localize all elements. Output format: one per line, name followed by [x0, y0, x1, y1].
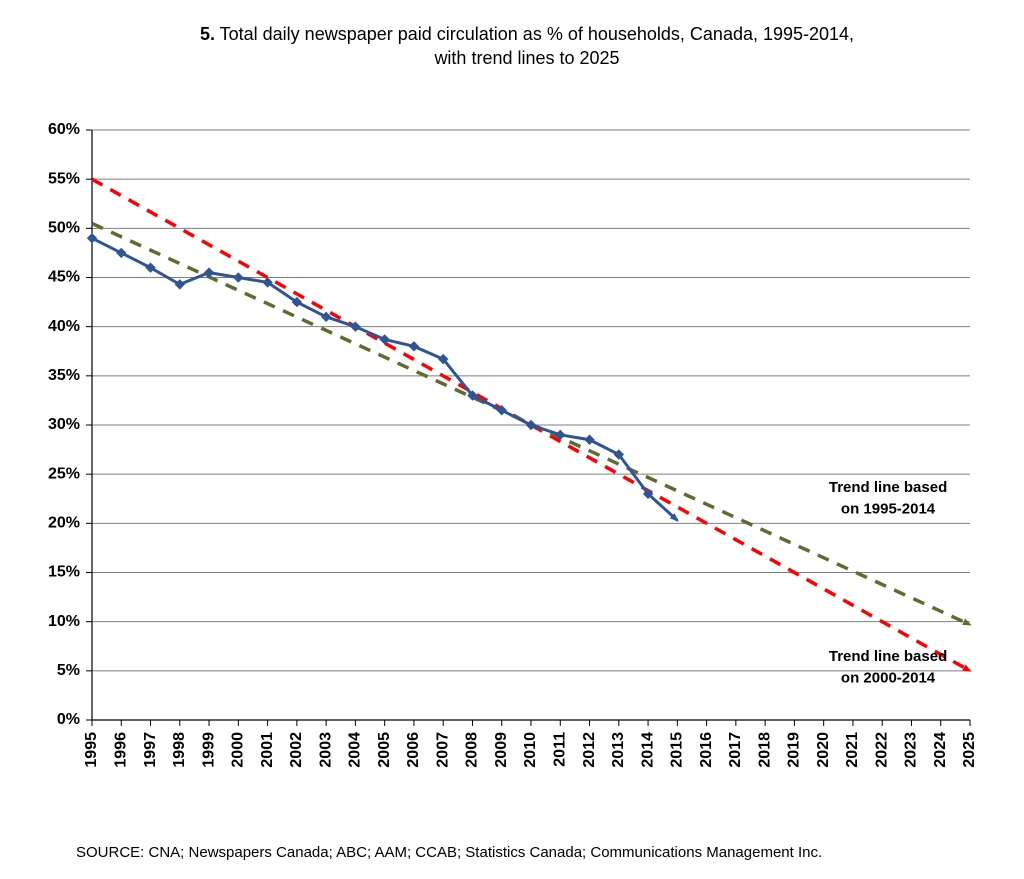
- y-tick-label: 25%: [48, 465, 80, 482]
- chart-source: SOURCE: CNA; Newspapers Canada; ABC; AAM…: [76, 844, 984, 861]
- y-tick-label: 35%: [48, 367, 80, 384]
- x-tick-label: 2009: [493, 732, 510, 768]
- data-marker: [409, 342, 418, 351]
- trend-1995-annotation-line2: on 1995-2014: [841, 501, 936, 518]
- chart-title-text1: Total daily newspaper paid circulation a…: [220, 24, 854, 44]
- x-tick-label: 2016: [698, 732, 715, 768]
- x-tick-label: 2012: [581, 732, 598, 768]
- chart-container: 0% 5% 10% 15% 20% 25% 30% 35% 40% 45% 50% 55% 60% 199…: [36, 122, 988, 812]
- x-tick-label: 2007: [434, 732, 451, 768]
- data-marker: [205, 268, 214, 277]
- x-tick-label: 2003: [317, 732, 334, 768]
- y-tick-label: 55%: [48, 170, 80, 187]
- x-tick-label: 2019: [786, 732, 803, 768]
- data-marker: [380, 335, 389, 344]
- x-tick-label: 2024: [932, 732, 949, 768]
- x-tick-label: 2021: [844, 732, 861, 768]
- x-tick-label: 2018: [756, 732, 773, 768]
- x-tick-label: 2011: [551, 732, 568, 767]
- x-tick-label: 2000: [230, 732, 247, 768]
- x-tick-label: 2006: [405, 732, 422, 768]
- x-tick-label: 2025: [961, 732, 978, 768]
- y-tick-label: 5%: [57, 662, 80, 679]
- chart-title-number: 5.: [200, 24, 215, 44]
- chart-title-line1: 5. Total daily newspaper paid circulatio…: [70, 22, 984, 46]
- x-tick-label: 2023: [903, 732, 920, 768]
- y-tick-label: 20%: [48, 515, 80, 532]
- y-tick-label: 15%: [48, 564, 80, 581]
- x-tick-label: 2005: [376, 732, 393, 768]
- x-tick-label: 2008: [464, 732, 481, 768]
- y-tick-label: 40%: [48, 318, 80, 335]
- x-tick-label: 2001: [259, 732, 276, 768]
- y-tick-label: 0%: [57, 711, 80, 728]
- trend-1995-annotation-line1: Trend line based: [829, 479, 947, 496]
- x-tick-label: 1995: [83, 732, 100, 768]
- x-tick-label: 2014: [639, 732, 656, 768]
- x-tick-label: 2010: [522, 732, 539, 768]
- x-tick-label: 2017: [727, 732, 744, 768]
- x-tick-label: 2004: [347, 732, 364, 768]
- x-tick-label: 2015: [669, 732, 686, 768]
- chart-svg: 0% 5% 10% 15% 20% 25% 30% 35% 40% 45% 50% 55% 60% 199…: [36, 122, 988, 812]
- x-tick-label: 2020: [815, 732, 832, 768]
- y-tick-label: 45%: [48, 269, 80, 286]
- chart-title-block: 5. Total daily newspaper paid circulatio…: [70, 22, 984, 71]
- y-tick-label: 50%: [48, 220, 80, 237]
- y-tick-label: 30%: [48, 416, 80, 433]
- x-tick-label: 2013: [610, 732, 627, 768]
- y-tick-label: 60%: [48, 122, 80, 138]
- chart-page: 5. Total daily newspaper paid circulatio…: [0, 0, 1024, 879]
- x-tick-label: 1996: [112, 732, 129, 768]
- x-tick-label: 1997: [142, 732, 159, 768]
- x-tick-label: 2022: [873, 732, 890, 768]
- chart-title-line2: with trend lines to 2025: [70, 46, 984, 70]
- x-tick-label: 2002: [288, 732, 305, 768]
- y-tick-label: 10%: [48, 613, 80, 630]
- x-tick-label: 1999: [200, 732, 217, 768]
- x-tick-label: 1998: [171, 732, 188, 768]
- trend-2000-annotation-line2: on 2000-2014: [841, 670, 936, 687]
- data-marker: [234, 273, 243, 282]
- trend-2000-annotation-line1: Trend line based: [829, 648, 947, 665]
